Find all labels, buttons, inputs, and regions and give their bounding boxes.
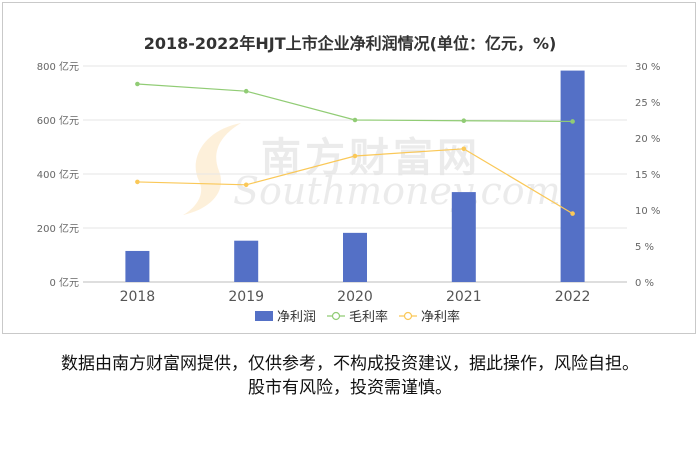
legend-label-毛利率: 毛利率 — [349, 309, 388, 325]
x-axis-tick-label: 2018 — [120, 289, 156, 305]
legend-label-净利率: 净利率 — [421, 309, 460, 325]
bar-2022 — [560, 70, 585, 282]
right-axis-tick-label: 20 % — [635, 134, 660, 145]
right-axis-tick-label: 25 % — [635, 98, 660, 109]
disclaimer-line-1: 数据由南方财富网提供，仅供参考，不构成投资建议，据此操作，风险自担。 — [61, 354, 639, 374]
point-净利率-2020 — [352, 153, 358, 159]
legend-marker-净利率 — [403, 311, 413, 321]
bar-2018 — [125, 250, 150, 282]
legend-marker-毛利率 — [331, 311, 341, 321]
right-axis-tick-label: 10 % — [635, 206, 660, 217]
point-毛利率-2018 — [135, 81, 140, 87]
right-axis-tick-label: 15 % — [635, 170, 660, 181]
point-净利率-2022 — [570, 211, 575, 216]
series-line-净利率 — [137, 148, 573, 215]
chart-frame: 南方财富网 Southmoney.com 2018-2022年HJT上市企业净利… — [2, 2, 696, 334]
left-axis-tick-label: 200 亿元 — [37, 222, 79, 235]
point-净利率-2018 — [135, 179, 140, 185]
legend-swatch-净利润 — [255, 311, 273, 321]
chart: 2018-2022年HJT上市企业净利润情况(单位：亿元，%) 0 亿元 200 亿… — [37, 34, 661, 325]
point-毛利率-2019 — [243, 88, 249, 94]
left-axis-tick-label: 0 亿元 — [49, 276, 79, 289]
left-axis-tick-label: 600 亿元 — [37, 114, 79, 127]
chart-title: 2018-2022年HJT上市企业净利润情况(单位：亿元，%) — [144, 34, 557, 53]
right-axis-tick-label: 30 % — [635, 62, 660, 73]
x-axis-tick-label: 2021 — [446, 289, 482, 305]
point-净利率-2019 — [243, 182, 249, 188]
right-axis-tick-label: 0 % — [635, 278, 654, 289]
disclaimer-line-2: 股市有风险，投资需谨慎。 — [248, 378, 452, 398]
bar-2021 — [451, 192, 476, 282]
point-净利率-2021 — [461, 146, 467, 152]
series-line-毛利率 — [137, 83, 573, 123]
x-axis-tick-label: 2019 — [228, 289, 264, 305]
point-毛利率-2020 — [352, 117, 358, 123]
legend-label-净利润: 净利润 — [277, 310, 316, 325]
bar-2019 — [234, 240, 259, 282]
point-毛利率-2022 — [570, 119, 575, 124]
x-axis-tick-label: 2022 — [555, 289, 591, 305]
bar-2020 — [343, 232, 367, 282]
left-axis-tick-label: 800 亿元 — [37, 60, 79, 73]
right-axis-tick-label: 5 % — [635, 242, 654, 253]
left-axis-tick-label: 400 亿元 — [37, 168, 79, 181]
disclaimer: 数据由南方财富网提供，仅供参考，不构成投资建议，据此操作，风险自担。 股市有风险… — [0, 352, 700, 400]
point-毛利率-2021 — [461, 118, 467, 124]
x-axis-tick-label: 2020 — [337, 289, 373, 305]
